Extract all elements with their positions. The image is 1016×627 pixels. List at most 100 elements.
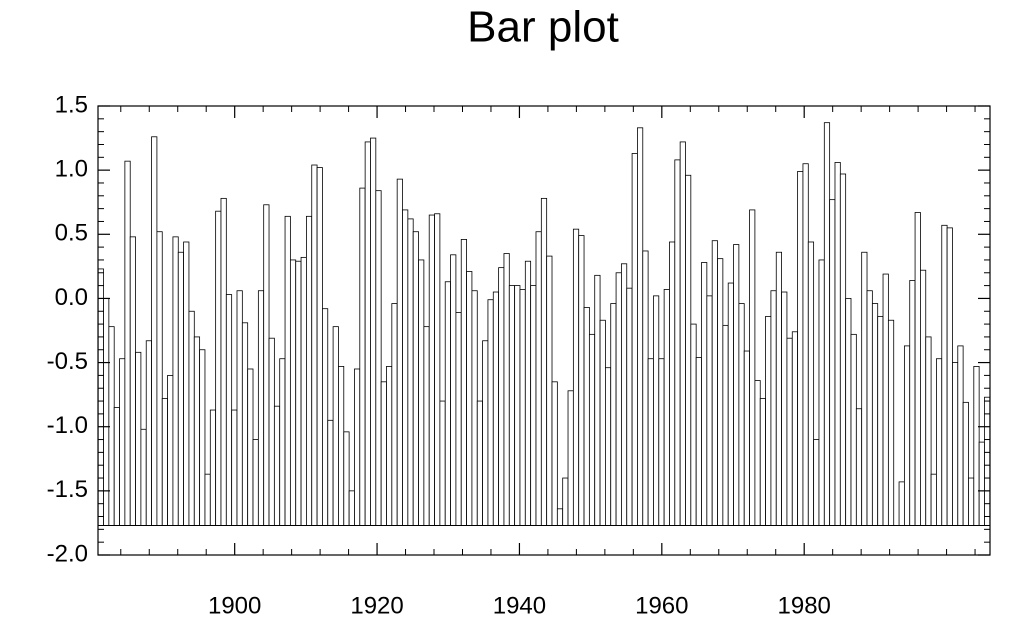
bar: [455, 312, 462, 526]
bar: [605, 367, 612, 526]
x-tick-label: 1980: [778, 592, 831, 619]
bar: [188, 310, 195, 526]
bar: [610, 303, 617, 526]
bar: [145, 340, 152, 526]
bar: [193, 336, 201, 526]
bar: [322, 308, 329, 526]
plot-frame: [97, 105, 991, 556]
bar: [135, 351, 142, 526]
bar: [909, 280, 916, 526]
bar: [781, 291, 788, 526]
bar: [273, 405, 281, 526]
bar: [717, 258, 724, 526]
bar: [599, 319, 606, 526]
bar: [588, 333, 596, 526]
bar: [914, 212, 921, 526]
bar: [498, 267, 505, 526]
bar: [615, 272, 622, 526]
bar: [711, 240, 718, 526]
bar: [204, 473, 211, 526]
bar: [327, 419, 334, 526]
bar: [957, 345, 964, 526]
bar: [306, 215, 313, 526]
bar: [428, 214, 435, 526]
bar: [669, 241, 676, 526]
bar: [978, 441, 985, 526]
bar: [241, 322, 249, 526]
bar: [583, 307, 590, 526]
bar: [508, 285, 516, 526]
bar: [161, 398, 168, 526]
bar: [861, 251, 868, 526]
bar: [936, 358, 943, 526]
bar: [920, 269, 927, 526]
bar: [450, 254, 457, 526]
bar: [690, 323, 697, 526]
bar: [119, 358, 126, 526]
bar: [247, 368, 254, 526]
bar: [343, 431, 350, 526]
bar: [252, 439, 259, 526]
bar: [225, 294, 233, 526]
bar: [412, 231, 419, 526]
bar: [460, 239, 467, 526]
y-tick-label: -1.5: [47, 476, 88, 503]
bar: [156, 231, 163, 526]
bar: [129, 236, 136, 526]
bar: [973, 366, 980, 526]
bar: [524, 260, 532, 526]
y-tick-label: -0.5: [47, 348, 88, 375]
bar: [941, 224, 948, 526]
bar: [540, 197, 548, 526]
bar: [887, 319, 895, 526]
bar: [658, 358, 665, 526]
bar: [482, 340, 489, 526]
bar: [738, 303, 745, 526]
bar: [829, 199, 836, 526]
bar: [140, 428, 147, 526]
chart-title: Bar plot: [467, 3, 619, 52]
bar: [471, 290, 478, 526]
bar: [124, 160, 131, 526]
bar: [818, 259, 825, 526]
bar: [220, 197, 227, 526]
bar: [845, 298, 852, 526]
bar: [706, 295, 713, 526]
bar: [556, 508, 564, 526]
bar: [391, 303, 398, 526]
y-tick-label: 1.5: [55, 91, 88, 118]
bar: [311, 164, 318, 526]
bar: [519, 289, 526, 526]
y-tick-label: -2.0: [47, 540, 88, 567]
bar: [631, 153, 638, 526]
bar: [177, 251, 185, 526]
x-tick-label: 1900: [208, 592, 261, 619]
x-tick-label: 1960: [635, 592, 688, 619]
bar: [444, 281, 451, 526]
bar: [236, 290, 243, 526]
bar: [578, 235, 585, 526]
y-tick-label: 0.5: [55, 220, 88, 247]
bar: [434, 213, 441, 526]
x-tick-label: 1920: [350, 592, 403, 619]
bar: [685, 174, 692, 526]
bar: [855, 408, 863, 526]
bar: [300, 256, 307, 526]
bar: [418, 259, 425, 526]
bar: [167, 374, 174, 526]
bar: [786, 337, 793, 526]
bar: [802, 163, 809, 526]
bar: [594, 274, 601, 526]
bar: [257, 290, 265, 526]
bar: [439, 400, 446, 526]
bar: [834, 162, 841, 526]
bar: [722, 324, 729, 526]
bar: [572, 228, 580, 526]
bar: [231, 409, 238, 526]
bar: [386, 366, 393, 526]
bar: [813, 439, 820, 526]
bar: [423, 326, 430, 526]
bar: [295, 260, 302, 526]
bar: [775, 251, 782, 526]
bar: [503, 253, 510, 526]
